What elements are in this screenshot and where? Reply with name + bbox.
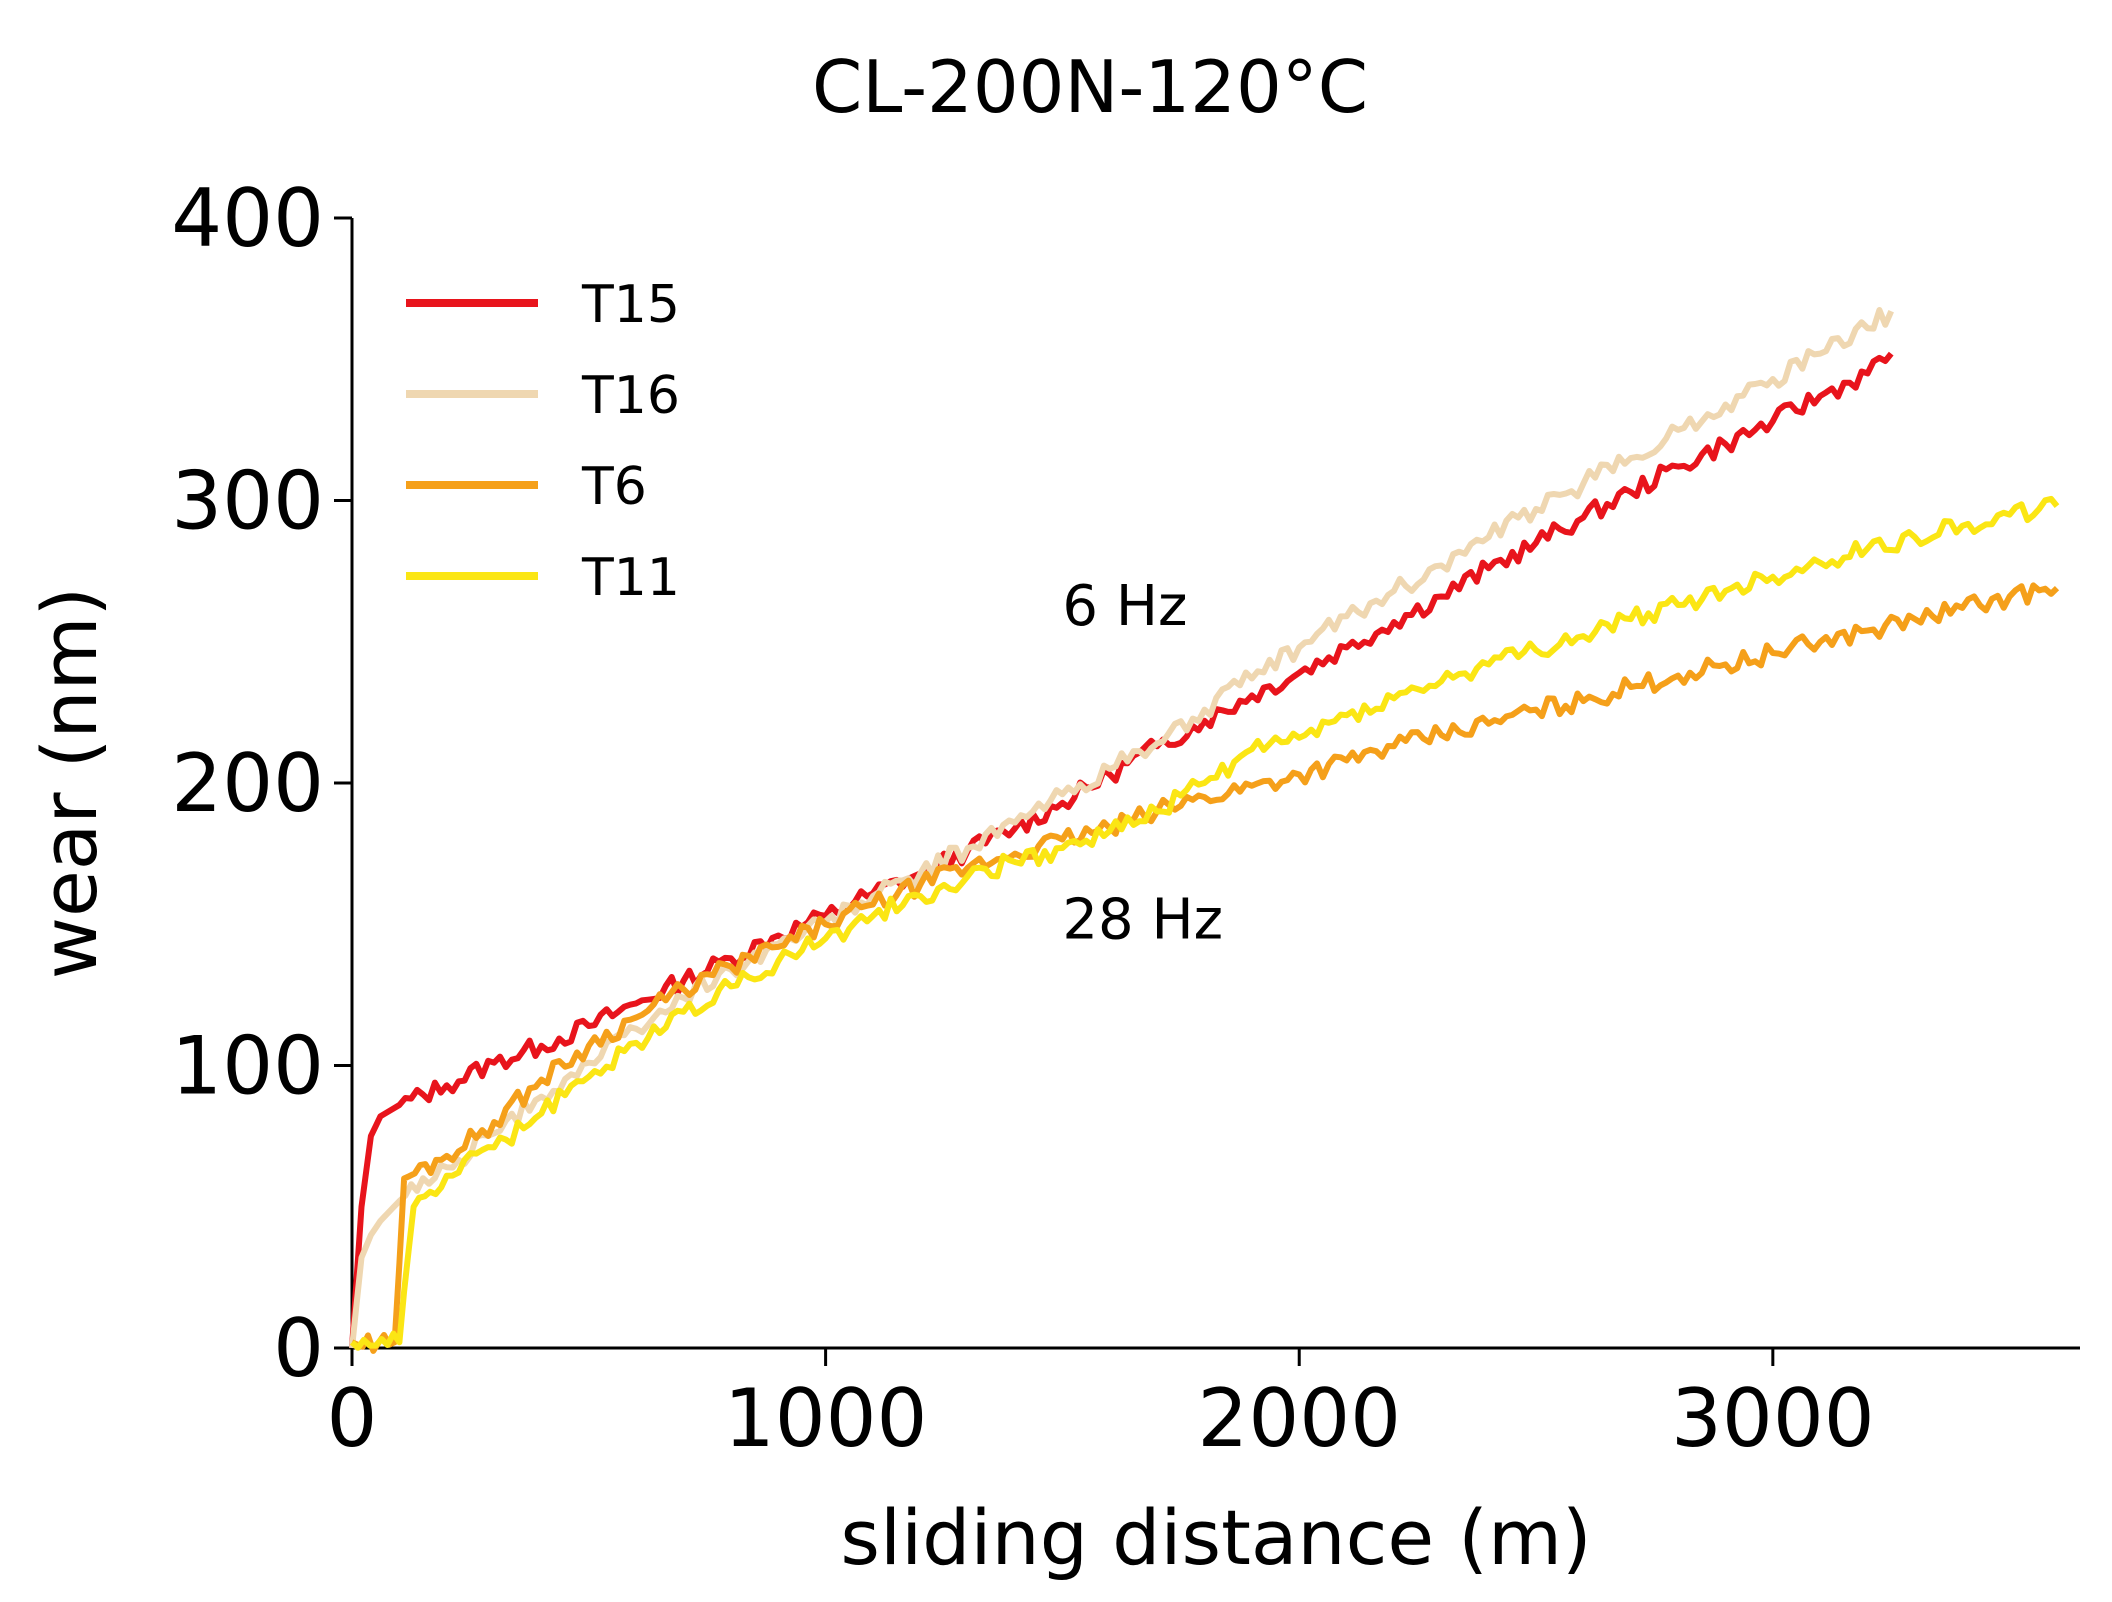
y-tick-label: 400 [171,172,324,265]
legend: T15 T16 T6 T11 [406,275,680,608]
series-lines [349,307,2060,1354]
plot-area: 0 100 200 300 400 0 1000 2000 3000 6 Hz 28 Hz [171,172,2080,1465]
legend-label-t15: T15 [581,275,680,335]
x-tick-label: 3000 [1671,1372,1875,1465]
chart-title: CL-200N-120°C [812,45,1368,129]
axis-ticks: 0 100 200 300 400 0 1000 2000 3000 [171,172,1874,1465]
annotation-label: 28 Hz [1062,887,1223,952]
series-line-t11 [349,495,2060,1351]
legend-label-t16: T16 [581,366,680,426]
annotations: 6 Hz 28 Hz [1062,574,1223,953]
series-line-t15 [349,351,1894,1349]
series-line-t16 [349,307,1894,1349]
y-tick-label: 200 [171,737,324,830]
series-line-t6 [350,582,2060,1354]
x-tick-label: 2000 [1197,1372,1401,1465]
x-tick-label: 1000 [724,1372,928,1465]
y-tick-label: 300 [171,455,324,548]
legend-label-t6: T6 [581,457,647,517]
annotation-label: 6 Hz [1062,574,1187,639]
x-axis-label: sliding distance (m) [840,1493,1591,1582]
x-tick-label: 0 [327,1372,378,1465]
y-tick-label: 0 [273,1302,324,1395]
legend-label-t11: T11 [581,548,680,608]
y-axis-label: wear (nm) [25,587,114,979]
y-tick-label: 100 [171,1020,324,1113]
